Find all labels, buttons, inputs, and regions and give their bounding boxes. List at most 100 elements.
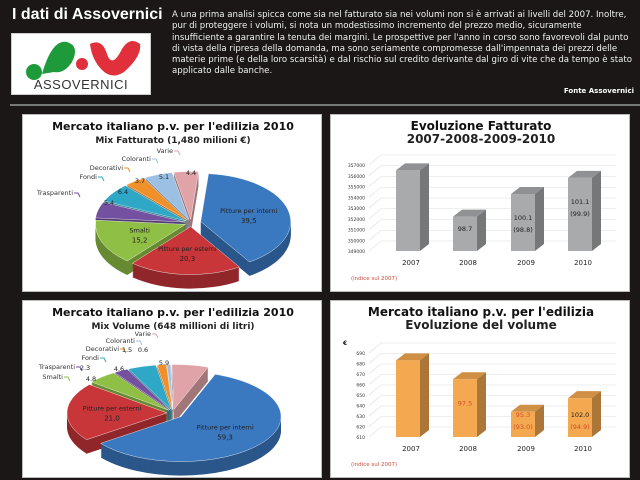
pie-chart-volume: Mercato italiano p.v. per l'edilizia 201… xyxy=(22,300,322,478)
x-tick-label: 2009 xyxy=(517,259,535,267)
bar-side xyxy=(420,163,429,251)
bar-2010 xyxy=(568,398,592,437)
x-tick-label: 2010 xyxy=(574,445,592,453)
bar-2008 xyxy=(453,216,477,251)
y-tick-label: 354000 xyxy=(348,195,365,201)
bar-side xyxy=(420,353,429,437)
slice-name-label: Fondi xyxy=(79,173,97,181)
gridline xyxy=(368,353,616,364)
slice-value-label: 2.3 xyxy=(80,364,90,372)
bar-2007 xyxy=(396,170,420,251)
slice-value-label: 59,3 xyxy=(217,433,233,441)
assovernici-logo: ASSOVERNICI xyxy=(11,33,151,95)
slice-value-label: 1.5 xyxy=(122,346,132,354)
y-tick-label: 349000 xyxy=(348,249,365,255)
pie-slice-pitture-per-esterni xyxy=(66,384,168,440)
bar-2009 xyxy=(511,194,535,251)
bar-data-label: 97.5 xyxy=(458,399,472,407)
bar-top xyxy=(453,372,486,380)
pie-slice-pitture-per-interni xyxy=(200,173,291,263)
slice-name-label: Coloranti xyxy=(122,155,152,163)
pie-slice-coloranti xyxy=(144,172,190,220)
bar-2008 xyxy=(453,379,477,437)
bar-side xyxy=(535,404,544,437)
bar-data-label: 95.3 xyxy=(516,411,530,419)
y-tick-label: 610 xyxy=(356,435,365,441)
footnote: (indice sul 2007) xyxy=(351,276,397,282)
y-tick-label: 357000 xyxy=(348,163,365,169)
footnote: (indice sul 2007) xyxy=(351,462,397,468)
callout-line xyxy=(76,366,83,372)
y-tick-label: 640 xyxy=(356,404,365,410)
callout-line xyxy=(64,376,71,382)
chart-subtitle: 2007-2008-2009-2010 xyxy=(407,132,556,146)
gridline xyxy=(368,154,616,166)
slice-value-label: 15,2 xyxy=(132,236,148,244)
source-credit: Fonte Assovernici xyxy=(563,87,634,95)
pie-chart-fatturato: Mercato italiano p.v. per l'edilizia 201… xyxy=(22,114,322,292)
bar-top xyxy=(568,391,601,399)
bar-side xyxy=(592,170,601,251)
y-tick-label: 630 xyxy=(356,414,365,420)
slice-name-label: Varie xyxy=(157,147,173,155)
y-tick-label: 680 xyxy=(356,362,365,368)
y-tick-label: 353000 xyxy=(348,206,365,212)
bar-side xyxy=(477,372,486,437)
y-tick-label: 660 xyxy=(356,383,365,389)
bar-side xyxy=(477,209,486,251)
bar-chart-volume: Mercato italiano p.v. per l'edilizia Evol… xyxy=(330,300,630,478)
slice-name-label: Pitture per interni xyxy=(196,423,253,431)
gridline xyxy=(368,374,616,385)
pie-slice-decorativi xyxy=(126,177,188,221)
y-tick-label: 650 xyxy=(356,393,365,399)
slice-value-label: 0.6 xyxy=(138,346,148,354)
slice-name-label: Pitture per esterni xyxy=(83,404,142,412)
pie-slice-trasparenti xyxy=(95,202,186,223)
callout-line xyxy=(136,340,143,346)
slice-name-label: Coloranti xyxy=(106,337,136,345)
y-tick-label: 356000 xyxy=(348,174,365,180)
bar-top xyxy=(568,170,601,178)
callout-line xyxy=(174,150,181,156)
x-tick-label: 2007 xyxy=(402,445,420,453)
pie-slice-trasparenti xyxy=(114,368,171,411)
bar-data-label: 98.7 xyxy=(458,225,472,233)
slice-value-label: 6.4 xyxy=(118,188,128,196)
bar-side xyxy=(592,391,601,437)
pie-slice-side xyxy=(157,365,173,411)
gridline xyxy=(368,342,616,354)
bar-data-label: 101.1 xyxy=(571,198,590,206)
slice-name-label: Trasparenti xyxy=(38,363,75,371)
callout-line xyxy=(152,158,159,164)
slice-name-label: Decorativi xyxy=(90,164,123,172)
gridline xyxy=(368,384,616,396)
intro-paragraph: A una prima analisi spicca come sia nel … xyxy=(172,10,633,77)
bar-2007 xyxy=(396,360,420,437)
callout-line xyxy=(124,167,131,173)
y-tick-label: 350000 xyxy=(348,238,365,244)
bar-data-label: 102.0 xyxy=(571,411,590,419)
pie-slice-varie xyxy=(171,364,209,410)
slice-value-label: 4.6 xyxy=(114,365,124,373)
slice-name-label: Decorativi xyxy=(86,345,119,353)
gridline xyxy=(368,363,616,375)
x-tick-label: 2010 xyxy=(574,259,592,267)
bar-top xyxy=(511,404,544,412)
gridline xyxy=(368,395,616,406)
slice-name-label: Pitture per esterni xyxy=(158,245,217,253)
bar-top xyxy=(511,187,544,195)
page-title: I dati di Assovernici xyxy=(12,6,163,23)
chart-title: Evoluzione Fatturato xyxy=(411,119,552,133)
chart-subtitle: Mix Fatturato (1,480 milioni €) xyxy=(95,136,250,146)
y-tick-label: 670 xyxy=(356,372,365,378)
slice-name-label: Smalti xyxy=(42,373,63,381)
y-tick-label: 620 xyxy=(356,425,365,431)
callout-line xyxy=(100,357,107,363)
pie-slice-coloranti xyxy=(166,364,173,410)
bar-data-label: (99.9) xyxy=(570,210,590,218)
divider xyxy=(10,104,640,106)
x-tick-label: 2008 xyxy=(459,259,477,267)
bar-data-label: (98.8) xyxy=(513,226,533,234)
bar-2009 xyxy=(511,411,535,437)
pie-slice-smalti xyxy=(95,219,187,262)
